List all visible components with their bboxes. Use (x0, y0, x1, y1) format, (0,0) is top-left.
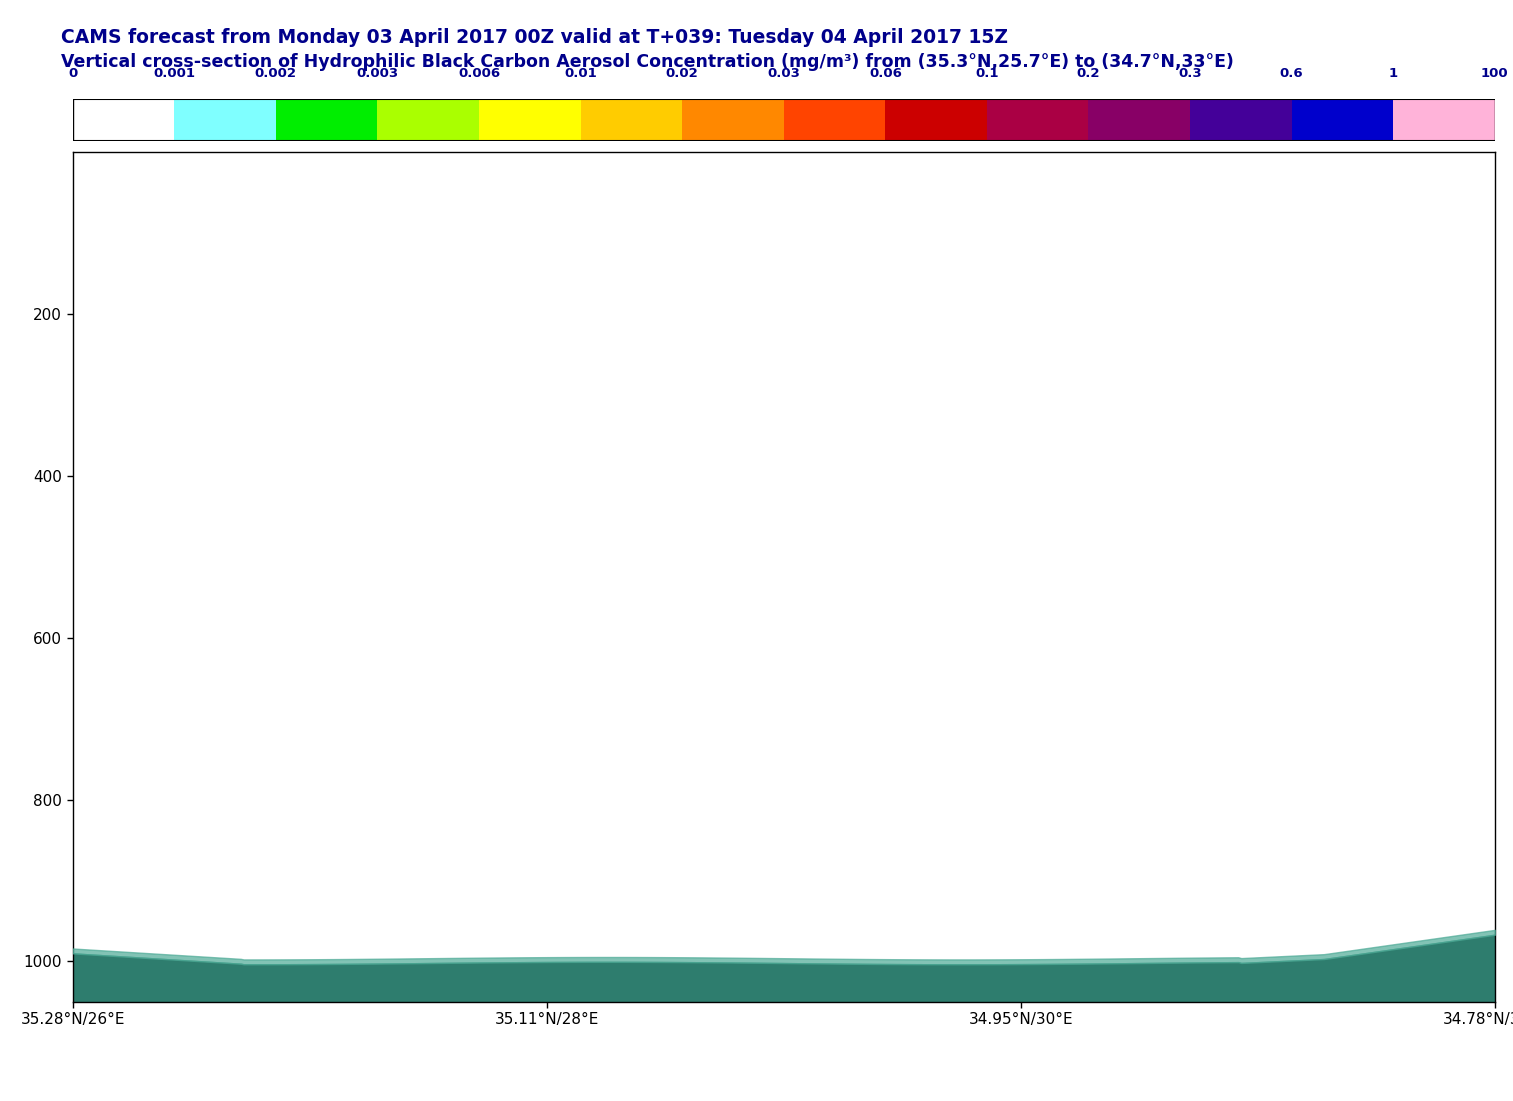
Text: 0.01: 0.01 (564, 67, 598, 80)
Bar (1393, 99, 1495, 141)
Bar (377, 99, 480, 141)
Text: 0.006: 0.006 (458, 67, 499, 80)
Bar (581, 99, 682, 141)
Text: 0.6: 0.6 (1280, 67, 1304, 80)
Text: 0.003: 0.003 (357, 67, 398, 80)
Bar (1088, 99, 1191, 141)
Text: 0: 0 (68, 67, 77, 80)
Bar (1292, 99, 1393, 141)
Text: 0.001: 0.001 (153, 67, 195, 80)
Text: Vertical cross-section of Hydrophilic Black Carbon Aerosol Concentration (mg/m³): Vertical cross-section of Hydrophilic Bl… (61, 53, 1233, 70)
Bar (73, 99, 174, 141)
Text: 0.2: 0.2 (1077, 67, 1100, 80)
Text: 0.3: 0.3 (1179, 67, 1201, 80)
Text: 0.03: 0.03 (767, 67, 800, 80)
Bar (682, 99, 784, 141)
Text: 0.06: 0.06 (868, 67, 902, 80)
Bar (174, 99, 275, 141)
Bar (784, 99, 885, 141)
Bar (885, 99, 986, 141)
Text: 1: 1 (1389, 67, 1398, 80)
Text: 0.1: 0.1 (976, 67, 999, 80)
Bar (275, 99, 377, 141)
Text: 100: 100 (1481, 67, 1508, 80)
Bar (1191, 99, 1292, 141)
Text: 0.02: 0.02 (666, 67, 699, 80)
Bar (986, 99, 1088, 141)
Text: CAMS forecast from Monday 03 April 2017 00Z valid at T+039: Tuesday 04 April 201: CAMS forecast from Monday 03 April 2017 … (61, 28, 1008, 46)
Text: 0.002: 0.002 (254, 67, 297, 80)
Bar (480, 99, 581, 141)
